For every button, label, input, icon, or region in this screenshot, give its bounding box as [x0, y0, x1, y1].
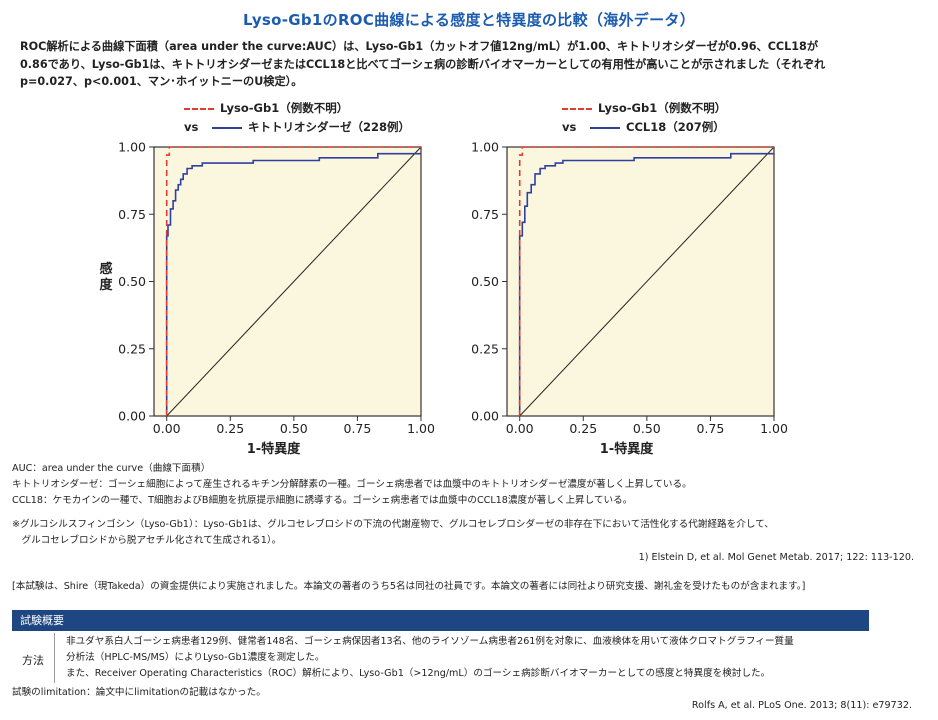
note-line: ※グルコシルスフィンゴシン（Lyso-Gb1）：Lyso-Gb1は、グルコセレブ… — [12, 519, 774, 530]
method-line-text: 非ユダヤ系白人ゴーシェ病患者129例、健常者148名、ゴーシェ病保因者13名、他… — [66, 636, 794, 647]
y-axis-label: 感 — [99, 261, 112, 277]
method-text: 非ユダヤ系白人ゴーシェ病患者129例、健常者148名、ゴーシェ病保因者13名、他… — [66, 634, 794, 682]
y-tick-label: 0.50 — [118, 274, 146, 289]
study-summary-title: 試験概要 — [20, 614, 64, 627]
lyso-gb1-swatch — [184, 107, 214, 110]
x-axis-label: 1-特異度 — [247, 441, 301, 457]
note-line — [12, 509, 774, 517]
chitotriosidase-swatch — [212, 126, 242, 129]
plot-area-1 — [153, 146, 422, 417]
x-tick-label: 0.75 — [344, 421, 372, 436]
funding-statement: [本試験は、Shire（現Takeda）の資金提供により実施されました。本論文の… — [12, 581, 806, 592]
vs-label: vs — [184, 120, 199, 134]
intro-line: ROC解析による曲線下面積（area under the curve:AUC）は… — [20, 40, 819, 53]
vs-label: vs — [562, 120, 577, 134]
intro-text: ROC解析による曲線下面積（area under the curve:AUC）は… — [20, 38, 900, 91]
method-label: 方法 — [22, 654, 44, 667]
y-tick-label: 1.00 — [118, 140, 146, 155]
method-line-text: 分析法（HPLC-MS/MS）によりLyso-Gb1濃度を測定した。 — [66, 652, 325, 663]
ccl18-swatch — [590, 126, 620, 129]
reference-diagonal — [519, 146, 775, 417]
note-line: グルコセレブロシドから脱アセチル化されて生成される1）。 — [12, 535, 282, 546]
lyso-gb1-swatch — [562, 107, 592, 110]
roc-charts: 0.00 0.25 0.50 0.75 1.00 0.00 0.25 0.50 0.75 1.00… — [99, 140, 788, 458]
note-line: キトトリオシダーゼ：ゴーシェ細胞によって産生されるキチン分解酵素の一種。ゴーシェ… — [12, 479, 692, 490]
legend-lyso-gb1-label: Lyso-Gb1（例数不明） — [220, 101, 349, 115]
reference-elstein: 1) Elstein D, et al. Mol Genet Metab. 20… — [638, 552, 914, 563]
x-tick-label: 0.25 — [216, 421, 244, 436]
comparator-curve — [165, 152, 421, 416]
intro-line: p=0.027、p<0.001、マン･ホイットニーのU検定）。 — [20, 75, 303, 88]
plot-area-2 — [506, 146, 775, 417]
notes: AUC：area under the curve（曲線下面積） キトトリオシダー… — [12, 461, 774, 549]
x-tick-label: 1.00 — [407, 421, 435, 436]
reference-diagonal — [166, 146, 422, 417]
comparator-curve — [518, 152, 774, 416]
y-tick-label: 0.50 — [471, 274, 499, 289]
y-tick-label: 0.00 — [118, 409, 146, 424]
reference-rolfs: Rolfs A, et al. PLoS One. 2013; 8(11): e… — [691, 700, 912, 711]
lyso-gb1-curve — [165, 146, 421, 416]
legend-ccl18-label: CCL18（207例） — [626, 120, 725, 134]
note-line: CCL18：ケモカインの一種で、T細胞およびB細胞を抗原提示細胞に誘導する。ゴー… — [12, 495, 633, 506]
x-tick-label: 0.75 — [697, 421, 725, 436]
study-summary-header: 試験概要 — [12, 610, 869, 631]
legend-chitotriosidase-label: キトトリオシダーゼ（228例） — [248, 120, 411, 134]
x-tick-label: 0.50 — [280, 421, 308, 436]
x-tick-label: 0.50 — [633, 421, 661, 436]
y-tick-label: 0.75 — [118, 207, 146, 222]
y-tick-label: 0.25 — [471, 341, 499, 356]
lyso-gb1-curve — [518, 146, 774, 416]
limitation-text: 試験のlimitation：論文中にlimitationの記載はなかった。 — [12, 687, 266, 698]
note-line: AUC：area under the curve（曲線下面積） — [12, 463, 211, 474]
x-tick-label: 0.00 — [506, 421, 534, 436]
page-title: Lyso-Gb1のROC曲線による感度と特異度の比較（海外データ） — [242, 11, 696, 29]
y-tick-label: 1.00 — [471, 140, 499, 155]
legend-lyso-gb1-label: Lyso-Gb1（例数不明） — [598, 101, 727, 115]
method-line-text: また、Receiver Operating Characteristics（RO… — [66, 668, 771, 679]
y-tick-label: 0.75 — [471, 207, 499, 222]
y-tick-label: 0.25 — [118, 341, 146, 356]
method-divider — [54, 633, 55, 683]
y-axis-label: 度 — [99, 277, 113, 293]
intro-line: 0.86であり、Lyso-Gb1は、キトトリオシダーゼまたはCCL18と比べてゴ… — [20, 57, 826, 71]
y-tick-label: 0.00 — [471, 409, 499, 424]
x-tick-label: 0.00 — [153, 421, 181, 436]
x-tick-label: 0.25 — [569, 421, 597, 436]
x-axis-label: 1-特異度 — [600, 441, 654, 457]
x-tick-label: 1.00 — [760, 421, 788, 436]
